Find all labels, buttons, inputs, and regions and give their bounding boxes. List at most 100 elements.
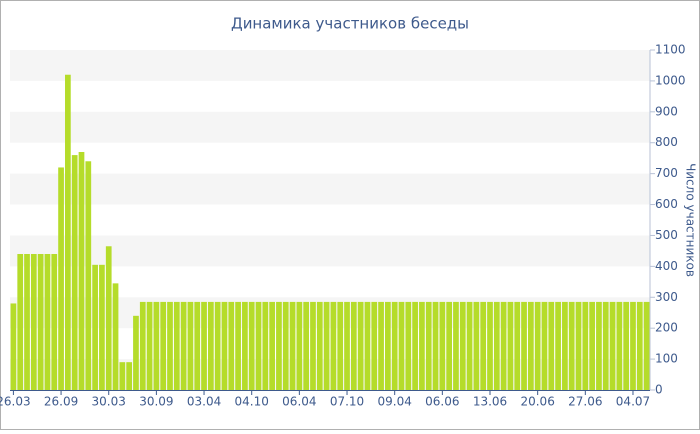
bar [51, 254, 58, 390]
bar [269, 301, 275, 390]
x-tick-label: 30.09 [139, 395, 173, 409]
bar [194, 301, 201, 390]
bar [466, 301, 473, 390]
y-tick-label: 1100 [655, 43, 686, 57]
bar [419, 301, 425, 390]
y-tick-label: 0 [655, 383, 663, 397]
bar [173, 301, 180, 390]
grid-band [10, 50, 650, 81]
chart-title: Динамика участников беседы [231, 15, 469, 33]
bar [541, 301, 548, 390]
bar [92, 264, 98, 390]
bar [323, 301, 330, 390]
y-tick-label: 400 [655, 259, 678, 273]
bar [493, 301, 500, 390]
bar [180, 301, 187, 390]
x-tick-label: 09.04 [378, 395, 412, 409]
bar [609, 301, 616, 390]
x-tick-label: 13.06 [473, 395, 507, 409]
y-axis-label: Число участников [684, 163, 698, 277]
bar [30, 254, 37, 390]
grid-band [10, 235, 650, 267]
y-tick-label: 300 [655, 290, 678, 304]
bar [207, 301, 214, 390]
x-tick-label: 03.04 [187, 395, 221, 409]
bar [37, 254, 44, 390]
bar [282, 301, 289, 390]
bar [344, 301, 350, 390]
bar [534, 301, 541, 390]
bar [459, 301, 466, 390]
y-tick-label: 200 [655, 321, 678, 335]
bar [248, 301, 255, 390]
bar [500, 301, 507, 390]
bar [378, 301, 384, 390]
bar [133, 315, 139, 390]
bar [480, 301, 487, 390]
bar [167, 301, 173, 390]
bar [310, 301, 316, 390]
y-tick-label: 1000 [655, 73, 686, 87]
bar [214, 301, 221, 390]
bar [119, 362, 126, 390]
y-tick-label: 500 [655, 228, 678, 242]
bar [405, 301, 412, 390]
bar [235, 301, 241, 390]
bar [24, 254, 30, 390]
bar [187, 301, 194, 390]
bar [139, 301, 146, 390]
bar [453, 301, 459, 390]
bar [562, 301, 568, 390]
bar [10, 303, 17, 390]
bar [425, 301, 432, 390]
y-tick-label: 100 [655, 352, 678, 366]
grid-band [10, 173, 650, 205]
bar [85, 161, 92, 390]
bar [385, 301, 391, 390]
bar [432, 301, 439, 390]
bar [153, 301, 160, 390]
bar [201, 301, 207, 390]
bar [242, 301, 248, 390]
bar [636, 301, 643, 390]
bar [527, 301, 534, 390]
bar [228, 301, 235, 390]
bar [262, 301, 269, 390]
bar [17, 254, 24, 390]
bar [303, 301, 310, 390]
x-tick-label: 30.03 [92, 395, 126, 409]
bar [221, 301, 228, 390]
bar [582, 301, 589, 390]
bar [160, 301, 167, 390]
y-tick-label: 900 [655, 104, 678, 118]
bar [391, 301, 398, 390]
bar [316, 301, 323, 390]
bar [514, 301, 521, 390]
bar [364, 301, 371, 390]
bar [99, 264, 105, 390]
bar [58, 167, 64, 390]
x-tick-label: 27.06 [568, 395, 602, 409]
bar [78, 152, 85, 390]
bar [412, 301, 418, 390]
x-tick-label: 20.06 [520, 395, 554, 409]
bar [105, 246, 112, 390]
bar [71, 155, 78, 390]
bar [568, 301, 575, 390]
x-tick-label: 06.06 [425, 395, 459, 409]
bar [521, 301, 527, 390]
bar [255, 301, 262, 390]
y-tick-label: 800 [655, 135, 678, 149]
grid-band [10, 111, 650, 143]
y-tick-label: 700 [655, 166, 678, 180]
x-tick-label: 07.10 [330, 395, 364, 409]
bar [330, 301, 337, 390]
bar [473, 301, 480, 390]
bar [575, 301, 582, 390]
bar [487, 301, 493, 390]
x-tick-label: 04.07 [616, 395, 650, 409]
bar [507, 301, 514, 390]
bar [357, 301, 364, 390]
bar [371, 301, 378, 390]
